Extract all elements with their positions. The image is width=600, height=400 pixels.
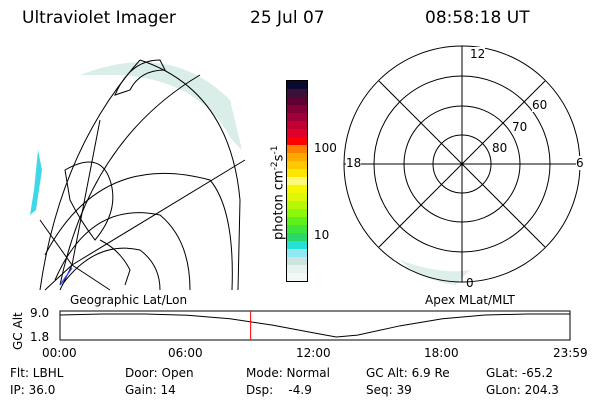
colorbar-swatch <box>287 169 307 177</box>
info-mode: Mode: Normal <box>246 366 330 380</box>
mlt-label-12: 12 <box>470 47 486 61</box>
mlt-label-0: 0 <box>466 276 474 290</box>
colorbar-swatch <box>287 89 307 97</box>
colorbar-swatch <box>287 233 307 241</box>
info-glon: GLon: 204.3 <box>486 383 559 397</box>
colorbar-swatch <box>287 129 307 137</box>
aurora-speckle-left <box>80 62 242 150</box>
colorbar-swatch <box>287 97 307 105</box>
aurora-bright-edge <box>30 150 42 215</box>
colorbar-swatch <box>287 257 307 265</box>
colorbar-swatch <box>287 137 307 145</box>
info-dsp: Dsp: -4.9 <box>246 383 312 397</box>
time-label: 08:58:18 UT <box>425 8 530 28</box>
mlat-label-70: 70 <box>512 120 528 134</box>
colorbar-swatch <box>287 201 307 209</box>
x-tick: 12:00 <box>296 346 331 360</box>
info-gc-alt: GC Alt: 6.9 Re <box>366 366 450 380</box>
colorbar-swatch <box>287 121 307 129</box>
colorbar-swatch <box>287 113 307 121</box>
colorbar-swatch <box>287 241 307 249</box>
colorbar-tick-10: 10 <box>314 228 330 242</box>
info-ip: IP: 36.0 <box>10 383 56 397</box>
colorbar-swatch <box>287 145 307 153</box>
colorbar-swatch <box>287 185 307 193</box>
mlt-label-6: 6 <box>576 156 584 170</box>
colorbar-swatch <box>287 177 307 185</box>
colorbar-swatch <box>287 217 307 225</box>
colorbar-swatch <box>287 225 307 233</box>
colorbar-tick-100: 100 <box>314 141 337 155</box>
y-tick-1.8: 1.8 <box>30 330 50 344</box>
x-tick: 00:00 <box>42 346 77 360</box>
colorbar-swatch <box>287 161 307 169</box>
track-segment <box>59 267 73 286</box>
x-tick: 06:00 <box>168 346 203 360</box>
instrument-title: Ultraviolet Imager <box>22 8 176 28</box>
info-gain: Gain: 14 <box>125 383 176 397</box>
colorbar-swatch <box>287 209 307 217</box>
colorbar-swatch <box>287 249 307 257</box>
right-panel-label: Apex MLat/MLT <box>425 293 515 307</box>
x-tick: 23:59 <box>553 346 588 360</box>
colorbar-swatch <box>287 105 307 113</box>
mlt-label-18: 18 <box>346 156 362 170</box>
colorbar-swatch <box>287 273 307 281</box>
colorbar-swatch <box>287 153 307 161</box>
colorbar-swatch <box>287 81 307 89</box>
colorbar-swatch <box>287 193 307 201</box>
info-door: Door: Open <box>125 366 194 380</box>
colorbar <box>286 80 308 282</box>
plot-frame <box>59 310 571 341</box>
info-glat: GLat: -65.2 <box>486 366 553 380</box>
info-seq: Seq: 39 <box>366 383 412 397</box>
mlat-label-80: 80 <box>492 141 508 155</box>
date-label: 25 Jul 07 <box>250 8 325 28</box>
left-panel-label: Geographic Lat/Lon <box>70 293 188 307</box>
altitude-line <box>59 313 570 338</box>
x-tick: 18:00 <box>424 346 459 360</box>
y-axis-label: GC Alt <box>11 312 25 350</box>
y-tick-9: 9.0 <box>30 306 50 320</box>
info-filter: Flt: LBHL <box>10 366 64 380</box>
mlat-label-60: 60 <box>532 98 548 112</box>
colorbar-swatch <box>287 265 307 273</box>
